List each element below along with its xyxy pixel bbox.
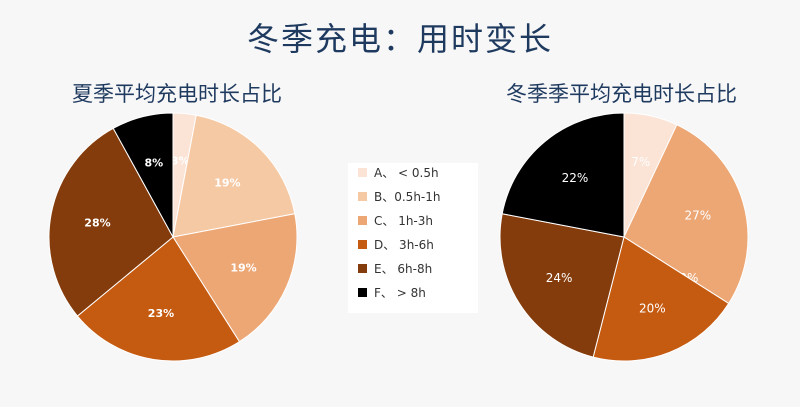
legend-swatch-e xyxy=(358,263,367,273)
legend-item-a: A、 < 0.5h xyxy=(358,163,439,181)
legend-swatch-a xyxy=(358,167,367,177)
summer-slice-f xyxy=(112,112,174,238)
legend-swatch-c xyxy=(358,215,367,225)
winter-slice-d xyxy=(592,236,730,362)
winter-label-f: 22% xyxy=(562,171,589,185)
summer-label-d: 23% xyxy=(148,307,174,320)
winter-label-a: 7% xyxy=(631,155,650,169)
summer-slice-c xyxy=(172,213,298,343)
winter-slice-b xyxy=(623,124,749,305)
winter-chart-title: 冬季季平均充电时长占比 xyxy=(506,82,737,106)
legend-item-d: D、 3h-6h xyxy=(358,235,434,253)
summer-label-b: 19% xyxy=(214,177,240,190)
legend-swatch-d xyxy=(358,239,367,249)
winter-label-e: 24% xyxy=(546,271,573,285)
summer-label-e: 28% xyxy=(84,217,110,230)
legend-label-d: D、 3h-6h xyxy=(374,237,434,252)
legend-label-c: C、 1h-3h xyxy=(374,213,434,228)
winter-label-d: 20% xyxy=(639,301,666,315)
summer-slice-d xyxy=(76,236,241,362)
summer-pie-chart: 3% 19% 19% 23% 28% 8% xyxy=(48,112,298,362)
winter-slice-e xyxy=(499,213,625,358)
summer-label-c: 19% xyxy=(230,262,256,275)
legend-label-e: E、 6h-8h xyxy=(374,261,433,276)
legend-item-f: F、 > 8h xyxy=(358,283,426,301)
summer-label-f: 8% xyxy=(145,157,164,170)
legend-swatch-b xyxy=(358,191,367,201)
winter-slice-f xyxy=(501,112,625,238)
summer-slice-e xyxy=(48,127,174,317)
legend-item-e: E、 6h-8h xyxy=(358,259,432,277)
legend: A、 < 0.5h B、0.5h-1h C、 1h-3h D、 3h-6h E、… xyxy=(348,163,478,313)
legend-label-b: B、0.5h-1h xyxy=(374,189,441,204)
legend-swatch-f xyxy=(358,287,367,297)
legend-item-b: B、0.5h-1h xyxy=(358,187,441,205)
legend-item-c: C、 1h-3h xyxy=(358,211,433,229)
summer-slice-b xyxy=(172,114,296,238)
winter-pie-chart: 7%27%0%20%24%22% xyxy=(499,112,749,362)
legend-label-a: A、 < 0.5h xyxy=(374,165,439,180)
summer-chart-title: 夏季平均充电时长占比 xyxy=(72,82,282,106)
winter-label-b: 27% xyxy=(684,209,711,223)
legend-label-f: F、 > 8h xyxy=(374,285,426,300)
main-title: 冬季充电：用时变长 xyxy=(246,20,553,58)
summer-label-a: 3% xyxy=(171,154,190,167)
